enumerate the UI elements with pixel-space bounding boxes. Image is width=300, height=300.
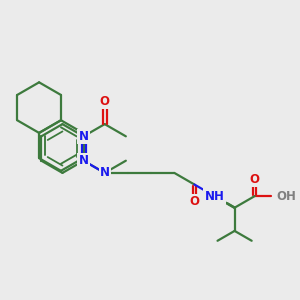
Text: N: N (100, 167, 110, 179)
Text: O: O (250, 173, 260, 186)
Text: NH: NH (205, 190, 224, 202)
Text: O: O (189, 196, 200, 208)
Text: O: O (100, 95, 110, 108)
Text: N: N (79, 130, 88, 143)
Text: N: N (79, 154, 88, 167)
Text: NH: NH (205, 190, 224, 202)
Text: OH: OH (276, 190, 296, 202)
